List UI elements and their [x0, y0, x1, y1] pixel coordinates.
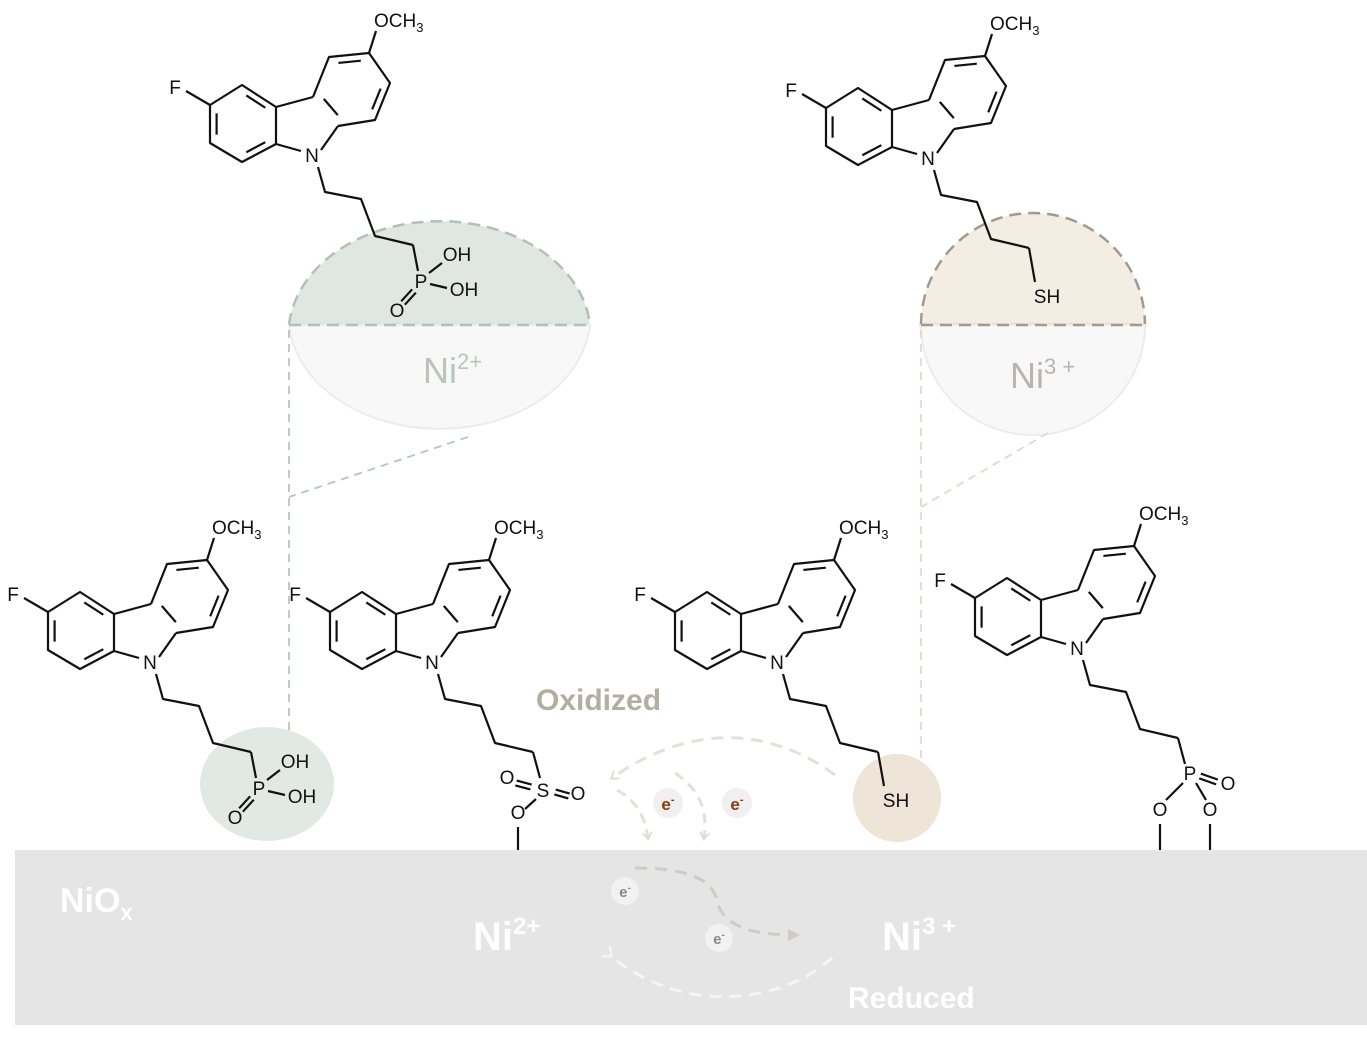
- oxygen-label: O: [511, 803, 526, 824]
- oxygen-label: O: [1153, 800, 1168, 821]
- fluorine-label: F: [934, 571, 946, 592]
- zoom-circle-ni3: Ni3 +: [919, 211, 1147, 436]
- arrow-ni3-to-ni2: [610, 955, 834, 999]
- fluorine-label: F: [169, 78, 181, 99]
- surface-ni2-label: Ni2+: [473, 913, 540, 959]
- methoxy-label: OCH3: [990, 14, 1039, 38]
- nitrogen-label: N: [921, 149, 935, 170]
- svg-text:e-: e-: [713, 930, 725, 948]
- nio-surface: [15, 850, 1367, 1025]
- hydroxyl-label: OH: [450, 280, 479, 301]
- phosphonic-anchor-highlight: [200, 727, 334, 841]
- svg-text:e-: e-: [730, 794, 743, 814]
- sulfur-label: S: [537, 781, 550, 802]
- arrow-down-1: [616, 788, 648, 838]
- hydroxyl-label: OH: [281, 752, 310, 773]
- oxygen-label: O: [228, 808, 243, 829]
- thiol-label: SH: [883, 791, 909, 812]
- arrow-thiol-to-sulfonate: [612, 736, 836, 778]
- methoxy-label: OCH3: [212, 518, 261, 542]
- nitrogen-label: N: [143, 653, 157, 674]
- methoxy-label: OCH3: [494, 518, 543, 542]
- electron-transfer-arrows: [610, 736, 836, 999]
- phosphorus-label: P: [253, 779, 266, 800]
- zoom-circle-ni2: Ni2+: [287, 219, 592, 430]
- fluorine-label: F: [7, 585, 19, 606]
- svg-text:e-: e-: [619, 883, 631, 901]
- phosphonic-acid-molecule: N F OCH3 P OH OH O: [7, 518, 316, 829]
- oxygen-label: O: [1221, 774, 1236, 795]
- nitrogen-label: N: [425, 653, 439, 674]
- oxygen-label: O: [390, 301, 405, 322]
- fluorine-label: F: [634, 585, 646, 606]
- electron-badge: e-: [611, 877, 639, 905]
- arrow-down-2: [674, 771, 705, 838]
- thiol-molecule: N F OCH3 SH: [785, 14, 1060, 308]
- zoom-leader-lines: [288, 330, 1049, 770]
- molecules: NFOCH3POHOHONFOCH3SHNFOCH3POHOHONFOCH3SO…: [7, 11, 1235, 850]
- electron-badge: e-: [653, 788, 683, 818]
- oxidized-label: Oxidized: [536, 684, 661, 717]
- nitrogen-label: N: [770, 653, 784, 674]
- methoxy-label: OCH3: [839, 518, 888, 542]
- hydroxyl-label: OH: [443, 245, 472, 266]
- methoxy-label: OCH3: [1139, 504, 1188, 528]
- thiol-anchor-highlight: [853, 754, 941, 842]
- oxygen-label: O: [1203, 800, 1218, 821]
- oxygen-label: O: [571, 784, 586, 805]
- surface-ni3-label: Ni3 +: [882, 913, 956, 959]
- nitrogen-label: N: [305, 146, 319, 167]
- hydroxyl-label: OH: [288, 787, 317, 808]
- phosphorus-label: P: [415, 272, 428, 293]
- arrow-ni2-to-ni3: [634, 866, 800, 941]
- electron-badge: e-: [722, 788, 752, 818]
- oxygen-label: O: [500, 768, 515, 789]
- surface-material-label: NiOx: [60, 882, 133, 925]
- thiol-molecule: N F OCH3 SH: [634, 518, 909, 812]
- thiol-label: SH: [1034, 287, 1060, 308]
- zoom-ni3-label: Ni3 +: [1010, 354, 1075, 396]
- electron-badge: e-: [705, 924, 733, 952]
- phosphorus-label: P: [1184, 764, 1197, 785]
- phosphonic-acid-molecule: N F OCH3 P OH OH O: [169, 11, 478, 322]
- svg-text:e-: e-: [661, 794, 674, 814]
- fluorine-label: F: [289, 585, 301, 606]
- reduced-label: Reduced: [848, 982, 975, 1015]
- fluorine-label: F: [785, 81, 797, 102]
- zoom-ni2-label: Ni2+: [423, 349, 482, 391]
- methoxy-label: OCH3: [374, 11, 423, 35]
- nitrogen-label: N: [1070, 639, 1084, 660]
